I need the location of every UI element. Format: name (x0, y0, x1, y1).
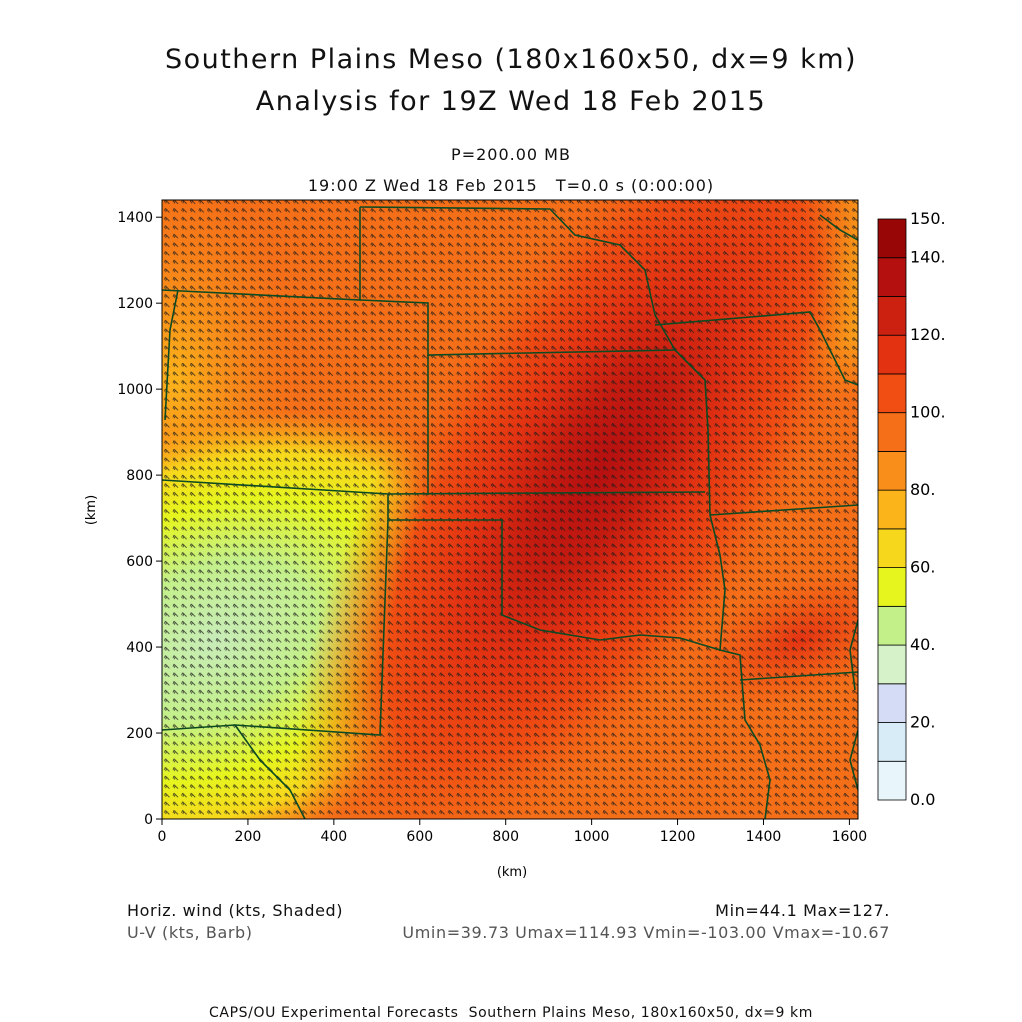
colorbar-swatch (877, 683, 907, 723)
x-tick-label: 600 (406, 829, 433, 845)
plot-frame (161, 199, 859, 820)
uv-range-values: Umin=39.73 Umax=114.93 Vmin=-103.00 Vmax… (402, 923, 890, 942)
barb-field-description: U-V (kts, Barb) (127, 923, 253, 942)
colorbar-swatch (877, 373, 907, 414)
colorbar-label: 0.0 (910, 790, 935, 809)
y-tick-label: 800 (126, 468, 153, 484)
colorbar-swatch (877, 218, 907, 259)
plot-title-line1: Southern Plains Meso (180x160x50, dx=9 k… (164, 44, 858, 75)
colorbar-label: 120. (910, 325, 946, 344)
y-tick-label: 600 (126, 554, 153, 570)
colorbar-label: 40. (910, 635, 935, 654)
wind-barbs-layer (162, 200, 858, 819)
colorbar-label: 140. (910, 248, 946, 267)
valid-time-label: 19:00 Z Wed 18 Feb 2015 T=0.0 s (0:00:00… (307, 176, 715, 195)
colorbar-swatch (877, 334, 907, 375)
x-tick-label: 1200 (660, 829, 696, 845)
shaded-field-description: Horiz. wind (kts, Shaded) (127, 901, 344, 920)
shaded-wind-field (162, 200, 858, 819)
credit-line: CAPS/OU Experimental Forecasts Southern … (209, 1005, 813, 1021)
colorbar-label: 60. (910, 558, 935, 577)
plot-title-line2: Analysis for 19Z Wed 18 Feb 2015 (255, 86, 767, 117)
x-axis: 0 200 400 600 800 1000 1200 1400 1600 (158, 819, 868, 845)
colorbar-swatch (877, 528, 907, 568)
colorbar-swatch (877, 489, 907, 530)
colorbar-swatch (877, 722, 907, 762)
colorbar-swatch (877, 450, 907, 491)
x-tick-label: 0 (158, 829, 167, 845)
colorbar-swatch (877, 605, 907, 646)
colorbar-label: 100. (910, 403, 946, 422)
x-tick-label: 1600 (832, 829, 868, 845)
colorbar-label: 80. (910, 480, 935, 499)
y-tick-label: 1400 (117, 210, 153, 226)
x-tick-label: 1400 (746, 829, 782, 845)
x-axis-label: (km) (497, 865, 527, 880)
colorbar-swatch (877, 257, 907, 297)
colorbar-swatch (877, 412, 907, 452)
colorbar-swatch (877, 296, 907, 336)
colorbar-swatch (877, 760, 907, 801)
y-tick-label: 1200 (117, 296, 153, 312)
x-tick-label: 800 (492, 829, 519, 845)
y-axis: 0 200 400 600 800 1000 1200 1400 (117, 210, 162, 828)
y-tick-label: 400 (126, 640, 153, 656)
colorbar: 0.0 20. 40. 60. 80. 100. 120. 140. 150. (877, 209, 946, 809)
colorbar-label: 20. (910, 713, 935, 732)
colorbar-label: 150. (910, 209, 946, 228)
x-tick-label: 400 (320, 829, 347, 845)
state-boundaries (162, 206, 858, 819)
min-max-values: Min=44.1 Max=127. (715, 901, 890, 920)
x-tick-label: 200 (235, 829, 262, 845)
colorbar-swatch (877, 644, 907, 685)
y-tick-label: 1000 (117, 382, 153, 398)
y-tick-label: 0 (144, 812, 153, 828)
colorbar-swatch (877, 567, 907, 607)
pressure-level-label: P=200.00 MB (451, 145, 571, 164)
x-tick-label: 1000 (574, 829, 610, 845)
y-tick-label: 200 (126, 726, 153, 742)
y-axis-label: (km) (84, 495, 99, 525)
